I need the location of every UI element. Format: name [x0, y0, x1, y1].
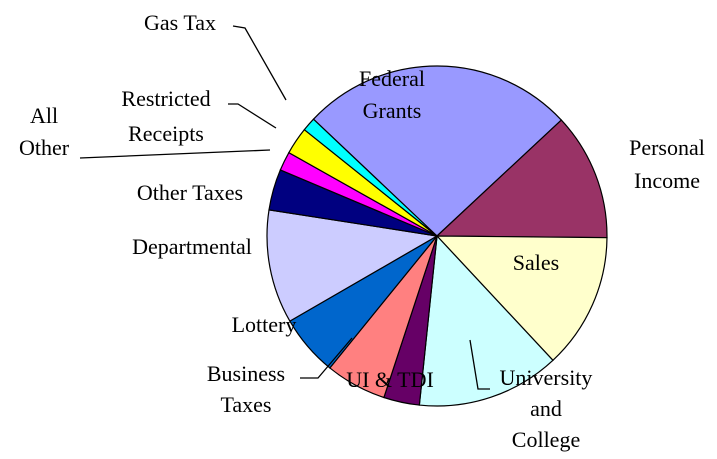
label-line: Restricted	[121, 86, 210, 111]
pie-slice	[266, 209, 439, 322]
label-line: Other Taxes	[137, 180, 243, 205]
label-line: College	[512, 427, 580, 452]
label-line: Gas Tax	[144, 10, 216, 35]
label-line: Other	[19, 135, 70, 160]
leader-line	[300, 337, 353, 379]
label-line: Lottery	[232, 312, 297, 337]
leader-line	[79, 149, 271, 159]
label-line: UI & TDI	[346, 367, 434, 392]
pie-slice	[418, 234, 554, 407]
label-line: University	[500, 365, 593, 390]
slice-label: Lottery	[232, 312, 297, 337]
slice-label: Sales	[513, 250, 559, 275]
label-line: Receipts	[128, 121, 204, 146]
label-line: Grants	[363, 98, 422, 123]
slice-label: University and College	[500, 365, 593, 452]
slice-label: Departmental	[132, 234, 252, 259]
slice-label: Restricted Receipts	[121, 86, 210, 146]
label-line: Sales	[513, 250, 559, 275]
label-line: Federal	[359, 66, 425, 91]
leader-line	[232, 25, 287, 101]
leader-line	[228, 103, 277, 129]
slice-label: Federal Grants	[359, 66, 425, 123]
slice-label: Other Taxes	[137, 180, 243, 205]
label-line: All	[30, 103, 58, 128]
slice-label: Personal Income	[629, 135, 705, 193]
pie-slice	[303, 118, 438, 237]
slice-label: Gas Tax	[144, 10, 216, 35]
label-line: and	[530, 396, 562, 421]
slice-label: Business Taxes	[207, 361, 285, 417]
slice-label: UI & TDI	[346, 367, 434, 392]
pie-slice	[435, 119, 608, 239]
label-line: Taxes	[221, 392, 272, 417]
label-line: Income	[634, 168, 700, 193]
label-line: Departmental	[132, 234, 252, 259]
slice-label: All Other	[19, 103, 70, 160]
leader-line	[469, 339, 490, 390]
pie-slice	[435, 235, 608, 362]
label-line: Business	[207, 361, 285, 386]
label-line: Personal	[629, 135, 705, 160]
pie-slice	[312, 65, 563, 237]
